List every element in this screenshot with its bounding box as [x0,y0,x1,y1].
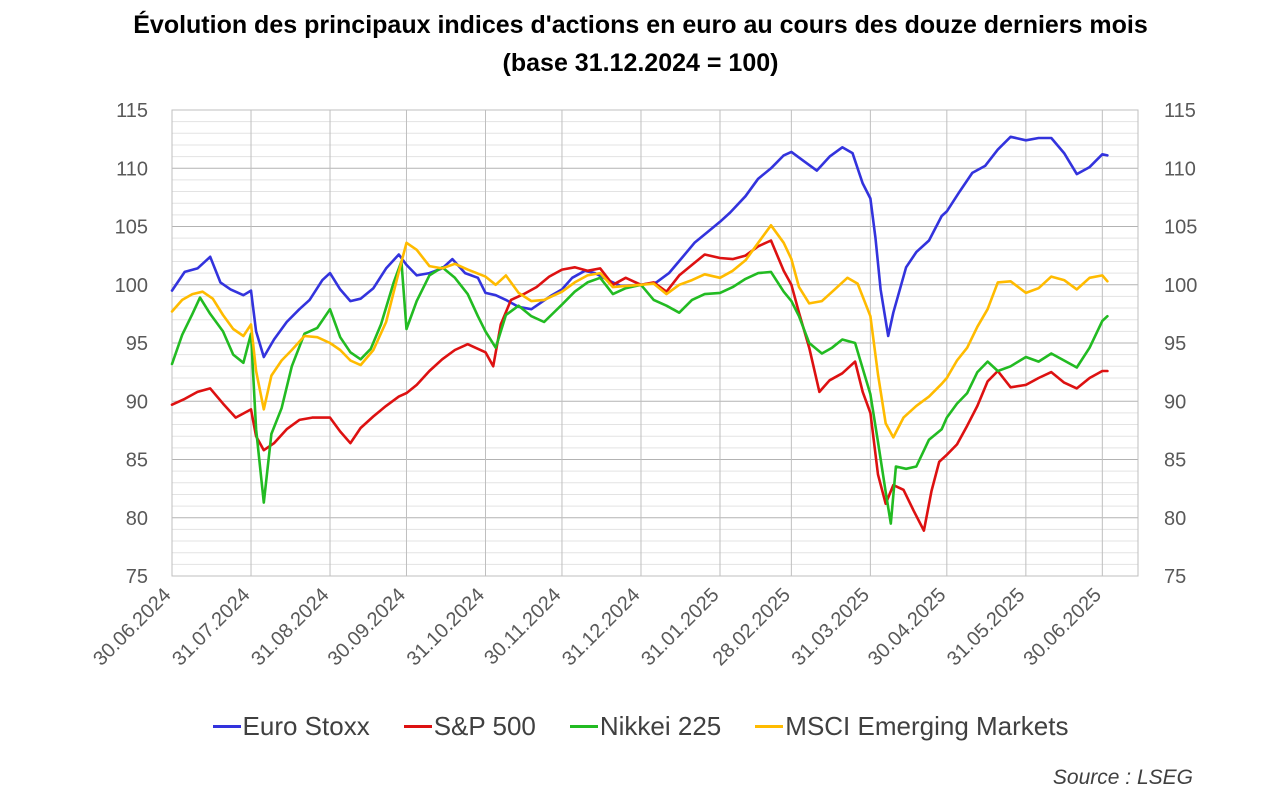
x-tick-label: 31.10.2024 [403,584,489,670]
y-axis-right: 75 80 85 90 95 100 105 110 115 [1164,100,1197,588]
series-line-nikkei-225 [170,260,1109,525]
x-tick-label: 30.04.2025 [864,584,950,670]
x-axis: 30.06.202431.07.202431.08.202430.09.2024… [89,584,1106,670]
y-tick-label-right: 85 [1164,450,1186,472]
legend-item-msci-em: MSCI Emerging Markets [755,711,1068,742]
legend-label-euro-stoxx: Euro Stoxx [242,710,370,741]
y-tick-label-left: 80 [126,508,148,530]
y-tick-label-right: 80 [1164,508,1186,530]
x-tick-label: 31.03.2025 [788,584,874,670]
legend-item-euro-stoxx: Euro Stoxx [212,710,370,742]
series-lines [170,135,1109,532]
x-tick-label: 30.11.2024 [480,584,565,669]
y-tick-label-right: 95 [1164,333,1186,355]
y-tick-label-right: 115 [1164,100,1196,122]
legend-label-msci-em: MSCI Emerging Markets [785,710,1069,741]
y-tick-label-right: 75 [1164,566,1186,588]
source-note: Source : LSEG [1052,766,1193,789]
y-tick-label-right: 90 [1164,391,1186,413]
legend-label-sp500: S&P 500 [433,710,536,741]
y-tick-label-left: 90 [126,391,148,413]
y-tick-label-left: 105 [115,217,148,239]
series-line-msci-emerging-markets [170,224,1109,439]
y-tick-label-left: 85 [126,450,148,472]
legend-swatch-nikkei-225 [569,724,598,728]
series-line-euro-stoxx [170,135,1109,359]
x-tick-label: 31.05.2025 [943,584,1029,670]
legend-item-nikkei-225: Nikkei 225 [569,710,722,742]
legend-item-sp500: S&P 500 [403,710,536,742]
x-tick-label: 30.09.2024 [324,584,410,670]
x-tick-label: 31.08.2024 [247,584,333,670]
y-tick-label-left: 75 [126,566,148,588]
legend: Euro Stoxx S&P 500 Nikkei 225 MSCI Emerg… [0,706,1281,746]
x-tick-label: 30.06.2024 [89,584,175,670]
y-tick-label-left: 95 [126,333,148,355]
x-tick-label: 31.07.2024 [168,584,254,670]
y-tick-label-left: 100 [115,275,148,297]
chart-title-line-2: (base 31.12.2024 = 100) [502,49,779,77]
y-tick-label-right: 110 [1164,158,1196,180]
y-tick-label-left: 110 [116,158,148,180]
legend-swatch-euro-stoxx [212,724,241,728]
x-tick-label: 30.06.2025 [1020,584,1106,670]
y-tick-label-right: 100 [1164,275,1197,297]
y-tick-label-right: 105 [1164,217,1197,239]
chart-title-line-1: Évolution des principaux indices d'actio… [133,11,1148,39]
plot-area-frame [171,109,1139,577]
legend-label-nikkei-225: Nikkei 225 [599,710,722,741]
legend-swatch-sp500 [403,724,432,728]
x-tick-label: 28.02.2025 [709,584,795,670]
legend-swatch-msci-em [755,724,784,728]
x-tick-label: 31.12.2024 [558,584,644,670]
minor-gridlines [172,121,1138,565]
chart-title: Évolution des principaux indices d'actio… [0,6,1281,82]
y-tick-label-left: 115 [116,100,148,122]
series-line-s-p-500 [170,239,1109,532]
y-axis-left: 75 80 85 90 95 100 105 110 115 [115,100,148,588]
